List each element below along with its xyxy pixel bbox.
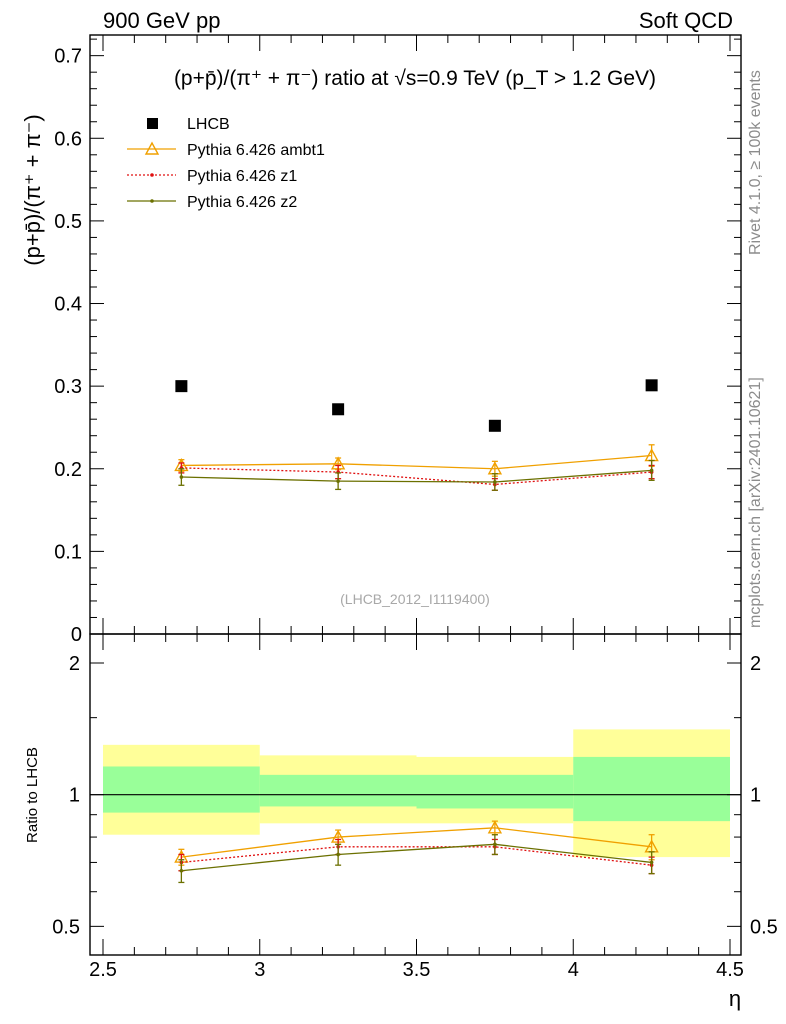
- point-marker: [493, 842, 497, 847]
- x-tick-label: 3: [254, 959, 265, 981]
- ratio-band-inner: [416, 774, 574, 809]
- point-marker: [649, 860, 654, 865]
- side-label-rivet: Rivet 4.1.0, ≥ 100k events: [747, 70, 764, 255]
- ratio-tick-label: 2: [69, 653, 80, 675]
- legend: LHCB Pythia 6.426 ambt1 Pythia 6.426 z1 Pyt…: [127, 116, 325, 211]
- analysis-watermark: (LHCB_2012_I1119400): [340, 591, 490, 607]
- ratio-y-axis-label: Ratio to LHCB: [24, 747, 41, 843]
- ratio-series-line: [181, 846, 652, 866]
- ratio-series-line: [181, 843, 652, 872]
- chart-title: (p+p̄)/(π⁺ + π⁻) ratio at √s=0.9 TeV (p_…: [174, 67, 656, 90]
- y-tick-label: 0: [71, 624, 82, 646]
- y-tick-label: 0.5: [54, 211, 82, 233]
- main-panel: (p+p̄)/(π⁺ + π⁻) ratio at √s=0.9 TeV (p_…: [20, 34, 742, 646]
- ratio-panel: Ratio to LHCB 2.5 3 3.5 4 4.5 0.5 0.5 1 1 2 2: [24, 633, 778, 981]
- point-marker: [150, 199, 154, 203]
- ratio-tick-label-right: 0.5: [750, 916, 778, 938]
- side-label-mcplots: mcplots.cern.ch [arXiv:2401.10621]: [747, 377, 764, 628]
- legend-label: Pythia 6.426 z1: [187, 168, 297, 185]
- lhcb-data-point: [332, 403, 345, 416]
- point-marker: [150, 173, 154, 177]
- header-left: 900 GeV pp: [103, 8, 220, 33]
- y-tick-label: 0.1: [54, 541, 82, 563]
- triangle-marker: [144, 141, 160, 155]
- point-marker: [179, 475, 184, 479]
- legend-label: Pythia 6.426 ambt1: [187, 142, 325, 159]
- ratio-band-inner: [259, 774, 417, 807]
- point-marker: [649, 468, 654, 473]
- series-line: [181, 454, 652, 470]
- x-tick-label: 2.5: [89, 959, 117, 981]
- lhcb-data-point: [645, 379, 658, 392]
- x-tick-label: 4.5: [716, 959, 744, 981]
- point-marker: [336, 479, 340, 483]
- triangle-marker: [487, 820, 503, 834]
- y-tick-label: 0.2: [54, 459, 82, 481]
- legend-symbol-lhcb: [147, 118, 158, 129]
- ratio-series-line: [181, 827, 652, 858]
- ratio-tick-label-right: 1: [750, 785, 761, 807]
- lhcb-data-point: [488, 419, 501, 432]
- y-tick-label: 0.7: [54, 46, 82, 68]
- point-marker: [179, 868, 184, 873]
- y-axis-label: (p+p̄)/(π⁺ + π⁻): [20, 114, 45, 265]
- x-axis-label: η: [729, 986, 741, 1011]
- y-tick-label: 0.3: [54, 376, 82, 398]
- ratio-tick-label-right: 2: [750, 653, 761, 675]
- header-right: Soft QCD: [639, 8, 733, 33]
- ratio-band-inner: [103, 766, 260, 813]
- legend-label: LHCB: [187, 116, 230, 133]
- y-tick-label: 0.6: [54, 128, 82, 150]
- y-tick-label: 0.4: [54, 294, 82, 316]
- ratio-tick-label: 1: [69, 785, 80, 807]
- x-tick-label: 3.5: [403, 959, 431, 981]
- point-marker: [493, 480, 497, 484]
- series-line: [181, 469, 652, 483]
- ratio-band-inner: [573, 756, 730, 822]
- x-tick-label: 4: [568, 959, 579, 981]
- ratio-tick-label: 0.5: [52, 916, 80, 938]
- point-marker: [336, 852, 340, 857]
- legend-label: Pythia 6.426 z2: [187, 194, 297, 211]
- series-line: [181, 467, 652, 486]
- lhcb-data-point: [175, 380, 188, 393]
